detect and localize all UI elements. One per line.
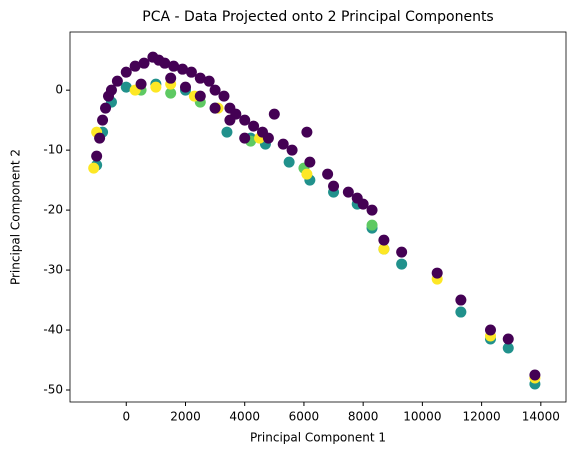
point xyxy=(366,219,378,231)
y-tick-label: -10 xyxy=(43,143,63,157)
y-tick-label: -30 xyxy=(43,263,63,277)
point xyxy=(301,126,313,138)
point xyxy=(177,63,189,75)
point xyxy=(396,246,408,258)
point xyxy=(283,156,295,168)
point xyxy=(88,162,100,174)
point xyxy=(378,243,390,255)
point xyxy=(484,324,496,336)
point xyxy=(135,78,147,90)
point xyxy=(194,90,206,102)
point xyxy=(328,180,340,192)
point xyxy=(502,333,514,345)
point xyxy=(221,126,233,138)
point xyxy=(396,258,408,270)
point xyxy=(185,66,197,78)
point xyxy=(194,72,206,84)
point xyxy=(111,75,123,87)
chart-title: PCA - Data Projected onto 2 Principal Co… xyxy=(142,9,493,25)
point xyxy=(366,204,378,216)
x-tick-label: 10000 xyxy=(403,410,441,424)
x-tick-label: 8000 xyxy=(348,410,379,424)
point xyxy=(209,84,221,96)
point xyxy=(529,369,541,381)
point xyxy=(97,114,109,126)
point xyxy=(218,90,230,102)
x-axis-label: Principal Component 1 xyxy=(250,431,386,445)
point xyxy=(105,84,117,96)
point xyxy=(378,234,390,246)
point xyxy=(268,108,280,120)
point xyxy=(322,168,334,180)
point xyxy=(203,75,215,87)
point xyxy=(357,198,369,210)
plot-frame xyxy=(69,31,567,403)
y-axis-label: Principal Component 2 xyxy=(9,149,23,285)
point xyxy=(277,138,289,150)
point xyxy=(224,114,236,126)
point xyxy=(301,168,313,180)
point xyxy=(502,342,514,354)
point xyxy=(209,102,221,114)
point xyxy=(120,66,132,78)
point xyxy=(165,72,177,84)
point xyxy=(165,87,177,99)
point xyxy=(159,57,171,69)
point xyxy=(94,132,106,144)
point xyxy=(239,132,251,144)
point xyxy=(100,102,112,114)
point xyxy=(168,60,180,72)
point xyxy=(304,156,316,168)
point xyxy=(239,114,251,126)
y-tick-label: 0 xyxy=(55,83,63,97)
x-tick-label: 12000 xyxy=(463,410,501,424)
x-tick-label: 0 xyxy=(122,410,130,424)
point xyxy=(286,144,298,156)
point xyxy=(455,294,467,306)
point xyxy=(342,186,354,198)
point xyxy=(248,120,260,132)
point xyxy=(455,306,467,318)
point xyxy=(431,267,443,279)
x-tick-label: 6000 xyxy=(289,410,320,424)
y-tick-label: -40 xyxy=(43,323,63,337)
x-tick-label: 14000 xyxy=(522,410,560,424)
x-tick-label: 4000 xyxy=(229,410,260,424)
x-tick-label: 2000 xyxy=(170,410,201,424)
y-tick-label: -20 xyxy=(43,203,63,217)
point xyxy=(120,81,132,93)
point xyxy=(129,60,141,72)
point xyxy=(179,81,191,93)
y-tick-label: -50 xyxy=(43,383,63,397)
point xyxy=(138,57,150,69)
point xyxy=(262,132,274,144)
point xyxy=(150,81,162,93)
point xyxy=(91,150,103,162)
